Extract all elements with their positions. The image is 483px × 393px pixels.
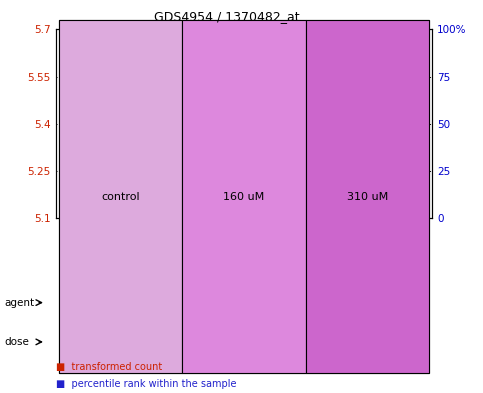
Bar: [58, 20, 182, 373]
Text: cobalt chloride: cobalt chloride: [264, 191, 347, 202]
Bar: [58, 20, 182, 373]
Point: [379, 134, 387, 140]
Point: [286, 136, 294, 142]
Point: [70, 136, 78, 142]
Text: ■  transformed count: ■ transformed count: [56, 362, 162, 371]
Text: 160 uM: 160 uM: [223, 191, 265, 202]
Text: GSM1240499: GSM1240499: [162, 223, 171, 276]
Bar: [151, 218, 182, 281]
Text: GSM1240500: GSM1240500: [286, 223, 295, 276]
Text: GSM1240494: GSM1240494: [224, 223, 233, 276]
Bar: [306, 20, 429, 373]
Text: GDS4954 / 1370482_at: GDS4954 / 1370482_at: [154, 10, 300, 23]
Bar: [405, 143, 422, 218]
Text: untreated: untreated: [93, 191, 148, 202]
Text: 310 uM: 310 uM: [347, 191, 388, 202]
Bar: [275, 218, 306, 281]
Text: GSM1240492: GSM1240492: [317, 223, 326, 276]
Point: [317, 126, 325, 132]
Text: GSM1240501: GSM1240501: [409, 223, 418, 276]
Bar: [306, 218, 337, 281]
Bar: [89, 218, 120, 281]
Point: [194, 136, 201, 142]
Point: [163, 136, 170, 142]
Text: agent: agent: [5, 298, 35, 308]
Bar: [343, 174, 360, 218]
Bar: [66, 157, 83, 218]
Bar: [337, 218, 368, 281]
Bar: [374, 124, 391, 218]
Point: [101, 134, 109, 140]
Text: GSM1240496: GSM1240496: [131, 223, 141, 276]
Text: dose: dose: [5, 337, 30, 347]
Text: GSM1240498: GSM1240498: [378, 223, 387, 276]
Text: ■  percentile rank within the sample: ■ percentile rank within the sample: [56, 379, 236, 389]
Bar: [128, 201, 144, 218]
Bar: [58, 218, 89, 281]
Bar: [120, 218, 151, 281]
Text: GSM1240497: GSM1240497: [255, 223, 264, 276]
Bar: [213, 218, 244, 281]
Bar: [220, 157, 237, 218]
Text: control: control: [101, 191, 140, 202]
Bar: [251, 81, 268, 218]
Point: [348, 136, 356, 142]
Point: [256, 128, 263, 134]
Bar: [282, 185, 298, 218]
Text: GSM1240495: GSM1240495: [347, 223, 356, 276]
Bar: [313, 69, 329, 218]
Bar: [368, 218, 398, 281]
Text: GSM1240490: GSM1240490: [70, 223, 79, 276]
Point: [410, 134, 418, 140]
Bar: [182, 218, 213, 281]
Bar: [158, 171, 175, 218]
Point: [132, 136, 140, 142]
Bar: [182, 20, 306, 373]
Bar: [244, 218, 275, 281]
Text: GSM1240493: GSM1240493: [100, 223, 110, 276]
Bar: [97, 124, 114, 218]
Bar: [398, 218, 429, 281]
Bar: [189, 201, 206, 218]
Text: GSM1240491: GSM1240491: [193, 223, 202, 276]
Point: [225, 136, 232, 142]
Bar: [182, 20, 429, 373]
